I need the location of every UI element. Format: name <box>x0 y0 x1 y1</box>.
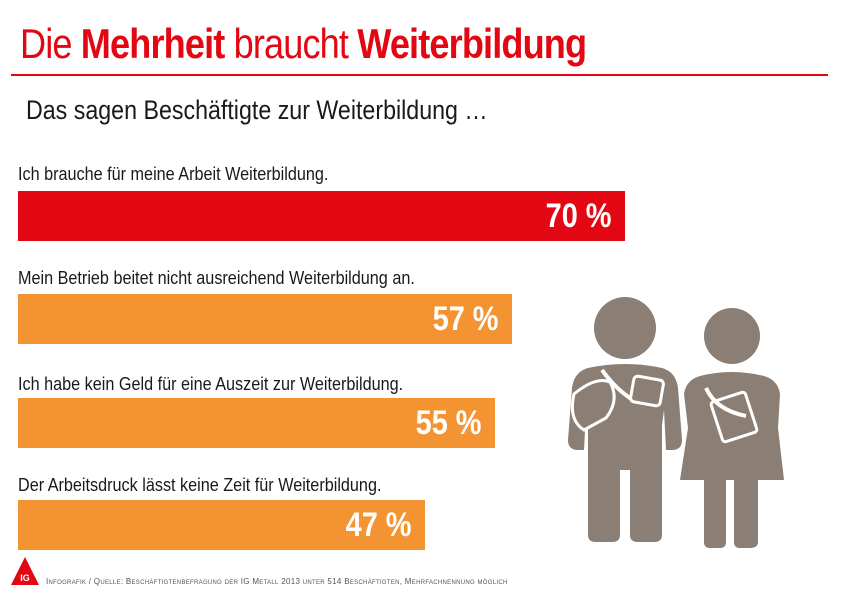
bar-4: 47 % <box>18 500 425 550</box>
title-text-2: braucht <box>224 20 358 67</box>
bar-label-3: Ich habe kein Geld für eine Auszeit zur … <box>18 374 404 394</box>
bar-label-2: Mein Betrieb beitet nicht ausreichend We… <box>18 268 415 288</box>
subtitle: Das sagen Beschäftigte zur Weiterbildung… <box>26 95 488 125</box>
bar-2: 57 % <box>18 294 512 344</box>
bar-label-1: Ich brauche für meine Arbeit Weiterbildu… <box>18 164 329 184</box>
students-illustration <box>568 297 784 548</box>
title-divider <box>11 74 828 76</box>
source-note: Infografik / Quelle: Beschäftigtenbefrag… <box>46 577 508 586</box>
title-text-1: Die <box>20 20 81 67</box>
bar-value-label-1: 70 % <box>545 197 611 235</box>
page-title: Die Mehrheit braucht Weiterbildung <box>20 18 587 70</box>
bar-value-label-3: 55 % <box>415 404 481 442</box>
bar-1: 70 % <box>18 191 625 241</box>
title-bold-1: Mehrheit <box>80 20 225 67</box>
igmetall-logo: IG <box>11 557 39 585</box>
bar-label-4: Der Arbeitsdruck lässt keine Zeit für We… <box>18 475 382 495</box>
logo-text: IG <box>20 573 30 583</box>
bar-value-label-4: 47 % <box>345 506 411 544</box>
title-bold-2: Weiterbildung <box>357 20 587 67</box>
bar-value-label-2: 57 % <box>432 300 498 338</box>
bar-3: 55 % <box>18 398 495 448</box>
